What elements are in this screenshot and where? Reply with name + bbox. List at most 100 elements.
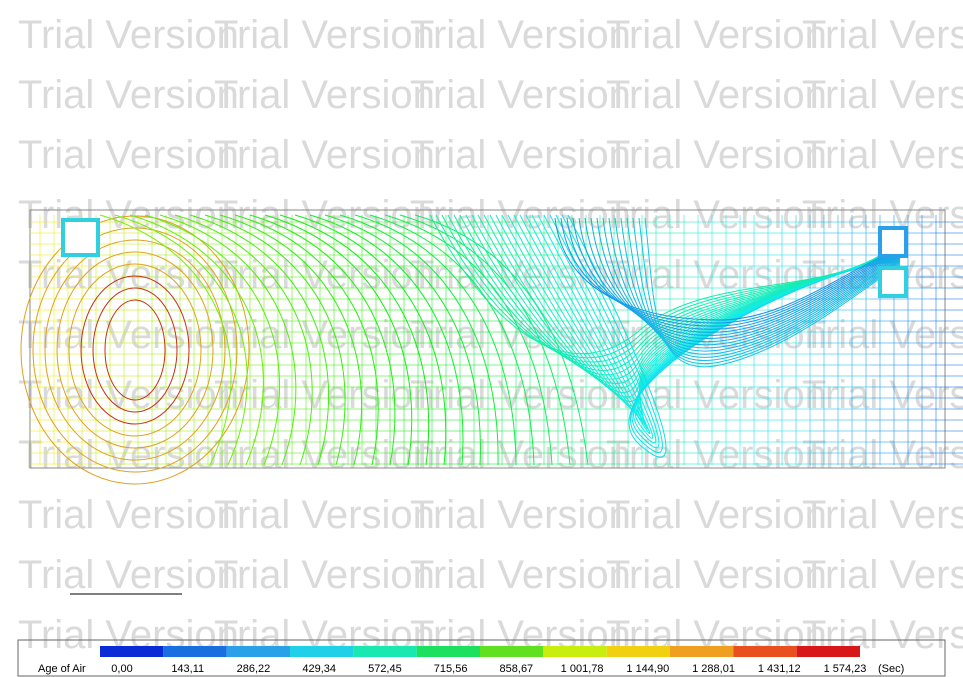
streamline bbox=[114, 214, 248, 466]
streamline bbox=[144, 214, 281, 466]
streamlines bbox=[20, 214, 901, 485]
streamline bbox=[572, 217, 901, 330]
colorbar: 0,00 143,11 286,22 429,34 572,45 715,56 858,67… bbox=[100, 646, 866, 675]
colorbar-cell bbox=[606, 646, 670, 657]
vortex-line bbox=[92, 287, 178, 413]
watermark-text: Trial Version bbox=[410, 553, 631, 597]
colorbar-cell bbox=[796, 646, 860, 657]
watermark-text: Trial Version bbox=[214, 133, 435, 177]
colorbar-label: 429,34 bbox=[302, 663, 336, 675]
watermark-text: Trial Version bbox=[18, 433, 239, 477]
streamline bbox=[369, 214, 535, 466]
inlet bbox=[61, 218, 100, 257]
streamline bbox=[339, 214, 499, 466]
vortex-line bbox=[80, 275, 190, 425]
watermark-text: Trial Version bbox=[410, 493, 631, 537]
watermark-text: Trial Version bbox=[606, 73, 827, 117]
watermark-text: Trial Version bbox=[18, 313, 239, 357]
watermark-text: Trial Version bbox=[606, 193, 827, 237]
streamline bbox=[99, 214, 232, 466]
streamline bbox=[174, 214, 313, 466]
watermark-text: Trial Version bbox=[802, 13, 963, 57]
streamline bbox=[560, 217, 901, 324]
watermark-text: Trial Version bbox=[802, 73, 963, 117]
watermark-text: Trial Version bbox=[802, 133, 963, 177]
watermark-text: Trial Version bbox=[802, 313, 963, 357]
colorbar-label: 572,45 bbox=[368, 663, 402, 675]
colorbar-label: 1 431,12 bbox=[758, 663, 801, 675]
streamline bbox=[584, 217, 901, 336]
watermark-text: Trial Version bbox=[410, 73, 631, 117]
streamline bbox=[554, 217, 901, 321]
watermark-text: Trial Version bbox=[410, 133, 631, 177]
streamline bbox=[626, 217, 901, 358]
vortex-line bbox=[44, 239, 226, 461]
watermark-text: Trial Version bbox=[410, 13, 631, 57]
colorbar-label: 0,00 bbox=[111, 663, 132, 675]
watermark-text: Trial Version bbox=[606, 133, 827, 177]
streamline bbox=[279, 214, 430, 466]
domain-border bbox=[29, 209, 946, 469]
streamline bbox=[414, 214, 589, 466]
watermark-text: Trial Version bbox=[18, 373, 239, 417]
colorbar-label: 1 144,90 bbox=[626, 663, 669, 675]
watermark-text: Trial Version bbox=[18, 133, 239, 177]
streamline bbox=[189, 214, 330, 466]
streamline bbox=[204, 214, 346, 466]
colorbar-cell bbox=[543, 646, 607, 657]
streamline bbox=[159, 214, 297, 466]
colorbar-cell bbox=[480, 646, 544, 657]
vortex-line bbox=[56, 251, 214, 449]
streamline bbox=[638, 217, 901, 365]
streamline bbox=[294, 214, 447, 466]
watermark-text: Trial Version bbox=[18, 73, 239, 117]
watermark-text: Trial Version bbox=[802, 433, 963, 477]
streamline bbox=[309, 214, 464, 466]
colorbar-cell bbox=[290, 646, 354, 657]
streamline bbox=[620, 217, 901, 355]
legend-unit: (Sec) bbox=[878, 663, 904, 675]
watermark-text: Trial Version bbox=[802, 553, 963, 597]
streamline bbox=[632, 217, 901, 361]
colorbar-label: 143,11 bbox=[171, 663, 204, 675]
watermark-text: Trial Version bbox=[18, 193, 239, 237]
streamline bbox=[264, 214, 413, 466]
colorbar-label: 286,22 bbox=[237, 663, 271, 675]
watermark-text: Trial Version bbox=[606, 553, 827, 597]
vortex-line bbox=[104, 299, 166, 401]
watermark-text: Trial Version bbox=[214, 73, 435, 117]
streamline bbox=[566, 217, 901, 327]
colorbar-cell bbox=[733, 646, 797, 657]
watermark-text: Trial Version bbox=[410, 373, 631, 417]
streamline bbox=[614, 217, 901, 352]
colorbar-cell bbox=[163, 646, 227, 657]
streamline bbox=[602, 217, 901, 346]
streamline bbox=[234, 214, 379, 466]
colorbar-label: 858,67 bbox=[500, 663, 534, 675]
colorbar-cell bbox=[226, 646, 290, 657]
streamline bbox=[608, 217, 901, 349]
watermark-text: Trial Version bbox=[606, 433, 827, 477]
watermark-text: Trial Version bbox=[606, 13, 827, 57]
colorbar-cell bbox=[353, 646, 417, 657]
colorbar-label: 1 574,23 bbox=[824, 663, 867, 675]
watermark-text: Trial Version bbox=[802, 373, 963, 417]
streamline bbox=[249, 214, 396, 466]
streamline bbox=[324, 214, 481, 466]
watermark-text: Trial Version bbox=[18, 553, 239, 597]
colorbar-cell bbox=[416, 646, 480, 657]
watermark-text: Trial Version bbox=[606, 493, 827, 537]
watermark-text: Trial Version bbox=[18, 493, 239, 537]
colorbar-label: 1 001,78 bbox=[561, 663, 604, 675]
colorbar-cell bbox=[670, 646, 734, 657]
streamline bbox=[129, 214, 264, 466]
outlet bbox=[878, 226, 908, 258]
colorbar-label: 1 288,01 bbox=[692, 663, 735, 675]
vortex-line bbox=[68, 263, 202, 437]
watermark-text: Trial Version bbox=[214, 373, 435, 417]
streamline bbox=[399, 214, 571, 466]
streamline bbox=[384, 214, 553, 466]
streamline bbox=[567, 214, 901, 458]
legend-box bbox=[17, 639, 946, 677]
